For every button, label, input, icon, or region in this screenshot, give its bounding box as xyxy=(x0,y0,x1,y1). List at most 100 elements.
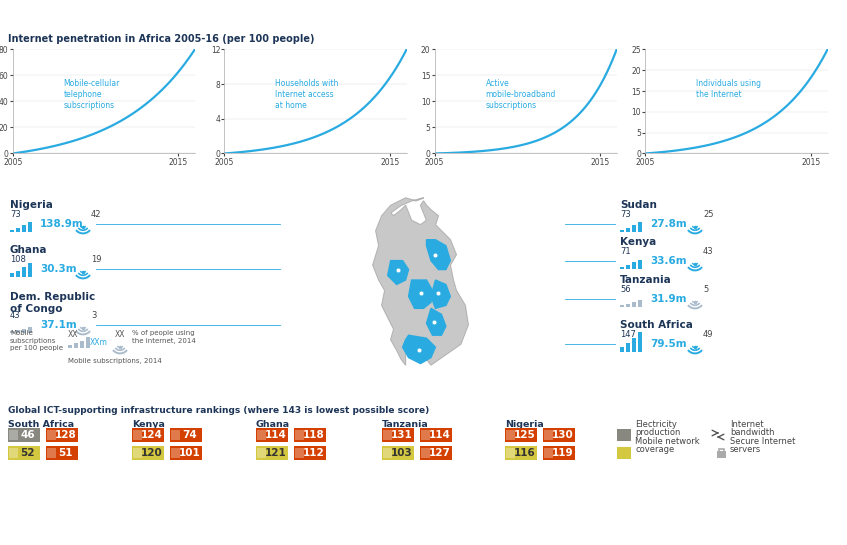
Bar xyxy=(620,267,624,269)
Bar xyxy=(8,446,40,460)
Text: bandwidth: bandwidth xyxy=(730,428,774,437)
Polygon shape xyxy=(427,240,451,270)
Text: servers: servers xyxy=(730,445,761,454)
Text: 71: 71 xyxy=(620,247,631,256)
Bar xyxy=(132,428,164,442)
Text: 31.9m: 31.9m xyxy=(650,294,687,304)
Bar xyxy=(638,300,642,307)
Bar xyxy=(632,225,636,232)
Bar xyxy=(9,448,18,458)
Text: XXm: XXm xyxy=(90,338,108,347)
Text: 74: 74 xyxy=(182,430,197,440)
Text: Active
mobile-broadband
subscriptions: Active mobile-broadband subscriptions xyxy=(485,78,556,110)
Text: XX: XX xyxy=(115,330,125,339)
Bar xyxy=(80,341,84,348)
Text: 73: 73 xyxy=(10,210,20,219)
Text: 114: 114 xyxy=(429,430,451,440)
Polygon shape xyxy=(408,280,433,308)
Text: 147: 147 xyxy=(620,330,636,339)
Text: 124: 124 xyxy=(141,430,163,440)
Text: South Africa: South Africa xyxy=(620,320,693,330)
Bar xyxy=(506,448,515,458)
Polygon shape xyxy=(388,261,408,284)
Bar xyxy=(505,428,537,442)
Text: Mobile-cellular
telephone
subscriptions: Mobile-cellular telephone subscriptions xyxy=(64,78,120,110)
Text: 131: 131 xyxy=(391,430,412,440)
Bar xyxy=(632,302,636,307)
Text: Global ICT-supporting infrastructure rankings (where 143 is lowest possible scor: Global ICT-supporting infrastructure ran… xyxy=(8,406,429,415)
Bar xyxy=(421,448,430,458)
Text: 119: 119 xyxy=(552,448,573,458)
Bar xyxy=(170,428,202,442)
Text: Nigeria: Nigeria xyxy=(10,200,53,210)
Text: 79.5m: 79.5m xyxy=(650,339,687,349)
Bar xyxy=(505,446,537,460)
Bar xyxy=(133,430,142,440)
Bar xyxy=(295,448,304,458)
Bar xyxy=(295,430,304,440)
Bar xyxy=(638,259,642,269)
Text: ...but weak ICT-supporting infrastructure will slow future growth: ...but weak ICT-supporting infrastructur… xyxy=(8,381,490,394)
Text: 101: 101 xyxy=(179,448,201,458)
Bar xyxy=(10,274,14,277)
Bar xyxy=(68,346,72,348)
Text: XX: XX xyxy=(68,330,79,339)
Bar xyxy=(717,451,726,458)
Text: 127: 127 xyxy=(429,448,451,458)
Bar xyxy=(171,448,180,458)
Bar xyxy=(28,327,32,333)
Bar xyxy=(28,222,32,232)
Text: Households with
Internet access
at home: Households with Internet access at home xyxy=(275,78,339,110)
Text: 3: 3 xyxy=(91,311,97,320)
Text: Mobile network: Mobile network xyxy=(635,437,700,446)
Bar xyxy=(626,228,630,232)
Text: 130: 130 xyxy=(552,430,573,440)
Bar xyxy=(420,446,452,460)
Text: 43: 43 xyxy=(703,247,714,256)
Text: Internet: Internet xyxy=(730,420,764,429)
Text: 51: 51 xyxy=(58,448,73,458)
Text: production: production xyxy=(635,428,680,437)
Text: Secure Internet: Secure Internet xyxy=(730,437,795,446)
Bar xyxy=(8,428,40,442)
Bar xyxy=(22,267,26,277)
Text: 120: 120 xyxy=(141,448,163,458)
Bar xyxy=(47,430,56,440)
Text: 116: 116 xyxy=(514,448,535,458)
Text: Internet access has grown substantially over the past decade...: Internet access has grown substantially … xyxy=(8,8,525,22)
Text: 128: 128 xyxy=(55,430,77,440)
Text: 30.3m: 30.3m xyxy=(40,264,76,274)
Bar xyxy=(133,448,142,458)
Text: 138.9m: 138.9m xyxy=(40,219,84,229)
Text: Tanzania: Tanzania xyxy=(620,275,672,285)
Text: % of people using
the internet, 2014: % of people using the internet, 2014 xyxy=(132,330,196,343)
Text: 33.6m: 33.6m xyxy=(650,256,687,266)
Polygon shape xyxy=(427,308,446,335)
Text: Ghana: Ghana xyxy=(10,245,47,255)
Polygon shape xyxy=(402,335,435,364)
Bar xyxy=(86,337,90,348)
Bar xyxy=(257,430,266,440)
Bar xyxy=(506,430,515,440)
Bar xyxy=(544,430,553,440)
Text: Kenya: Kenya xyxy=(132,420,165,429)
Text: 108: 108 xyxy=(10,255,26,264)
Bar xyxy=(638,332,642,352)
Bar xyxy=(22,329,26,333)
Bar xyxy=(10,331,14,333)
Text: 19: 19 xyxy=(91,255,102,264)
Bar xyxy=(9,430,18,440)
Bar xyxy=(626,343,630,352)
Bar xyxy=(28,263,32,277)
Bar xyxy=(382,446,414,460)
Bar xyxy=(132,446,164,460)
Text: Sudan: Sudan xyxy=(620,200,657,210)
Text: 27.8m: 27.8m xyxy=(650,219,687,229)
Text: 52: 52 xyxy=(20,448,35,458)
Bar xyxy=(719,449,724,455)
Bar xyxy=(383,448,392,458)
Bar xyxy=(620,229,624,232)
Bar xyxy=(620,305,624,307)
Bar xyxy=(46,446,78,460)
Bar xyxy=(617,447,631,459)
